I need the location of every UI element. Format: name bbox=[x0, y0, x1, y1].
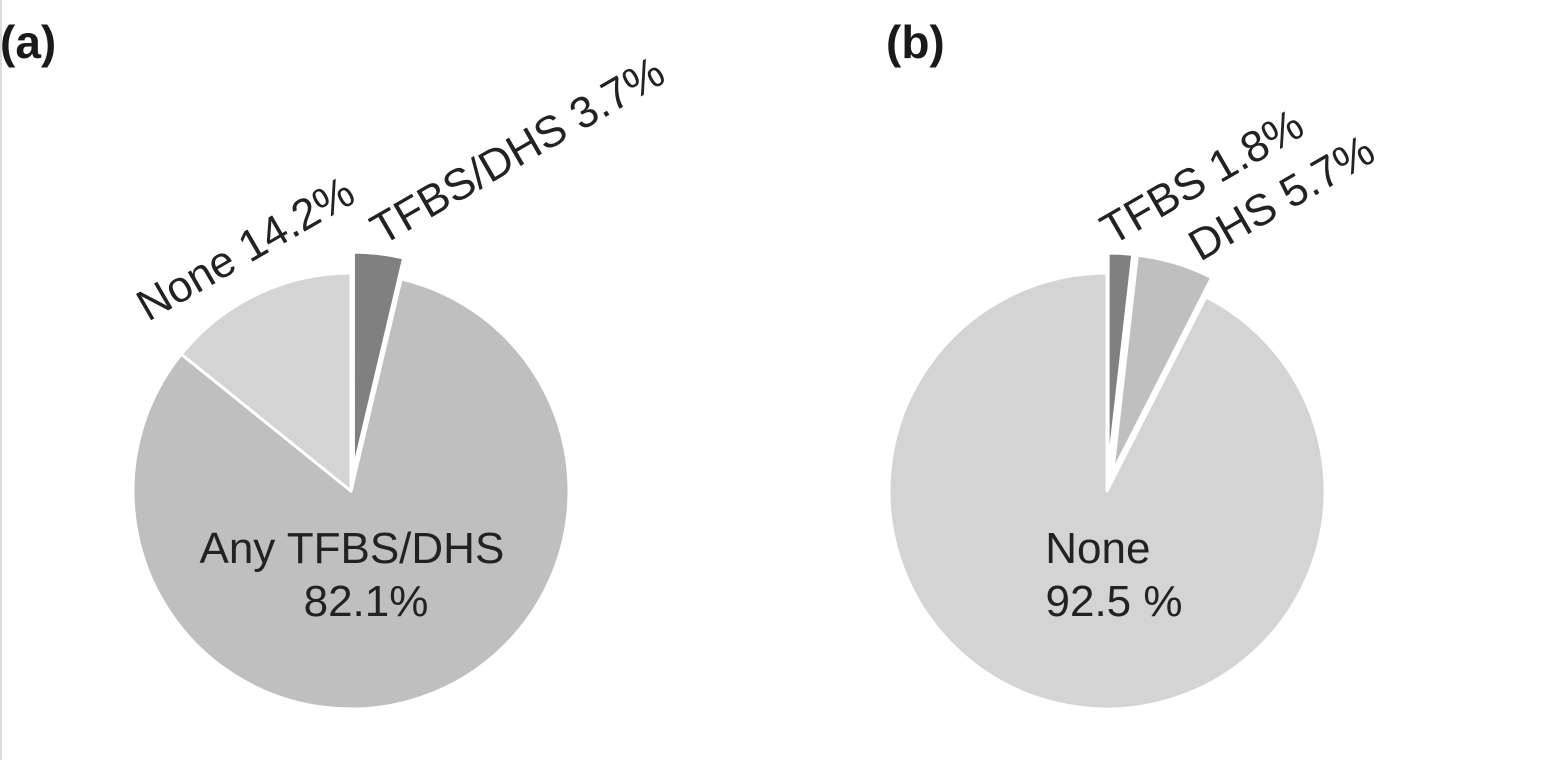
pie-a-slices bbox=[131, 250, 571, 711]
pie-chart-a: (a) TFBS/DHS 3.7% Any TFBS/DHS 82.1% Non… bbox=[0, 16, 673, 711]
panel-label-a: (a) bbox=[0, 16, 56, 68]
pie-b-slice-dhs-5-7 bbox=[1111, 253, 1214, 474]
pie-b-slices bbox=[887, 251, 1327, 711]
pie-a-slice-none-14-2 bbox=[179, 271, 353, 493]
pie-a-label-tfbs-dhs: TFBS/DHS 3.7% bbox=[363, 47, 673, 254]
pie-b-label-none: None 92.5 % bbox=[1045, 524, 1182, 626]
pie-a-slice-tfbs-dhs-3-7 bbox=[351, 250, 406, 472]
pie-a-label-any-tfbs-dhs: Any TFBS/DHS 82.1% bbox=[199, 524, 516, 626]
pie-b-slice-tfbs-1-8 bbox=[1106, 251, 1135, 473]
pie-a-slice-any-tfbs-dhs bbox=[131, 277, 571, 711]
panel-label-b: (b) bbox=[886, 16, 945, 68]
pie-b-slice-none bbox=[887, 271, 1327, 711]
pie-chart-b: (b) TFBS 1.8% DHS 5.7% None 92.5 % bbox=[886, 16, 1383, 711]
